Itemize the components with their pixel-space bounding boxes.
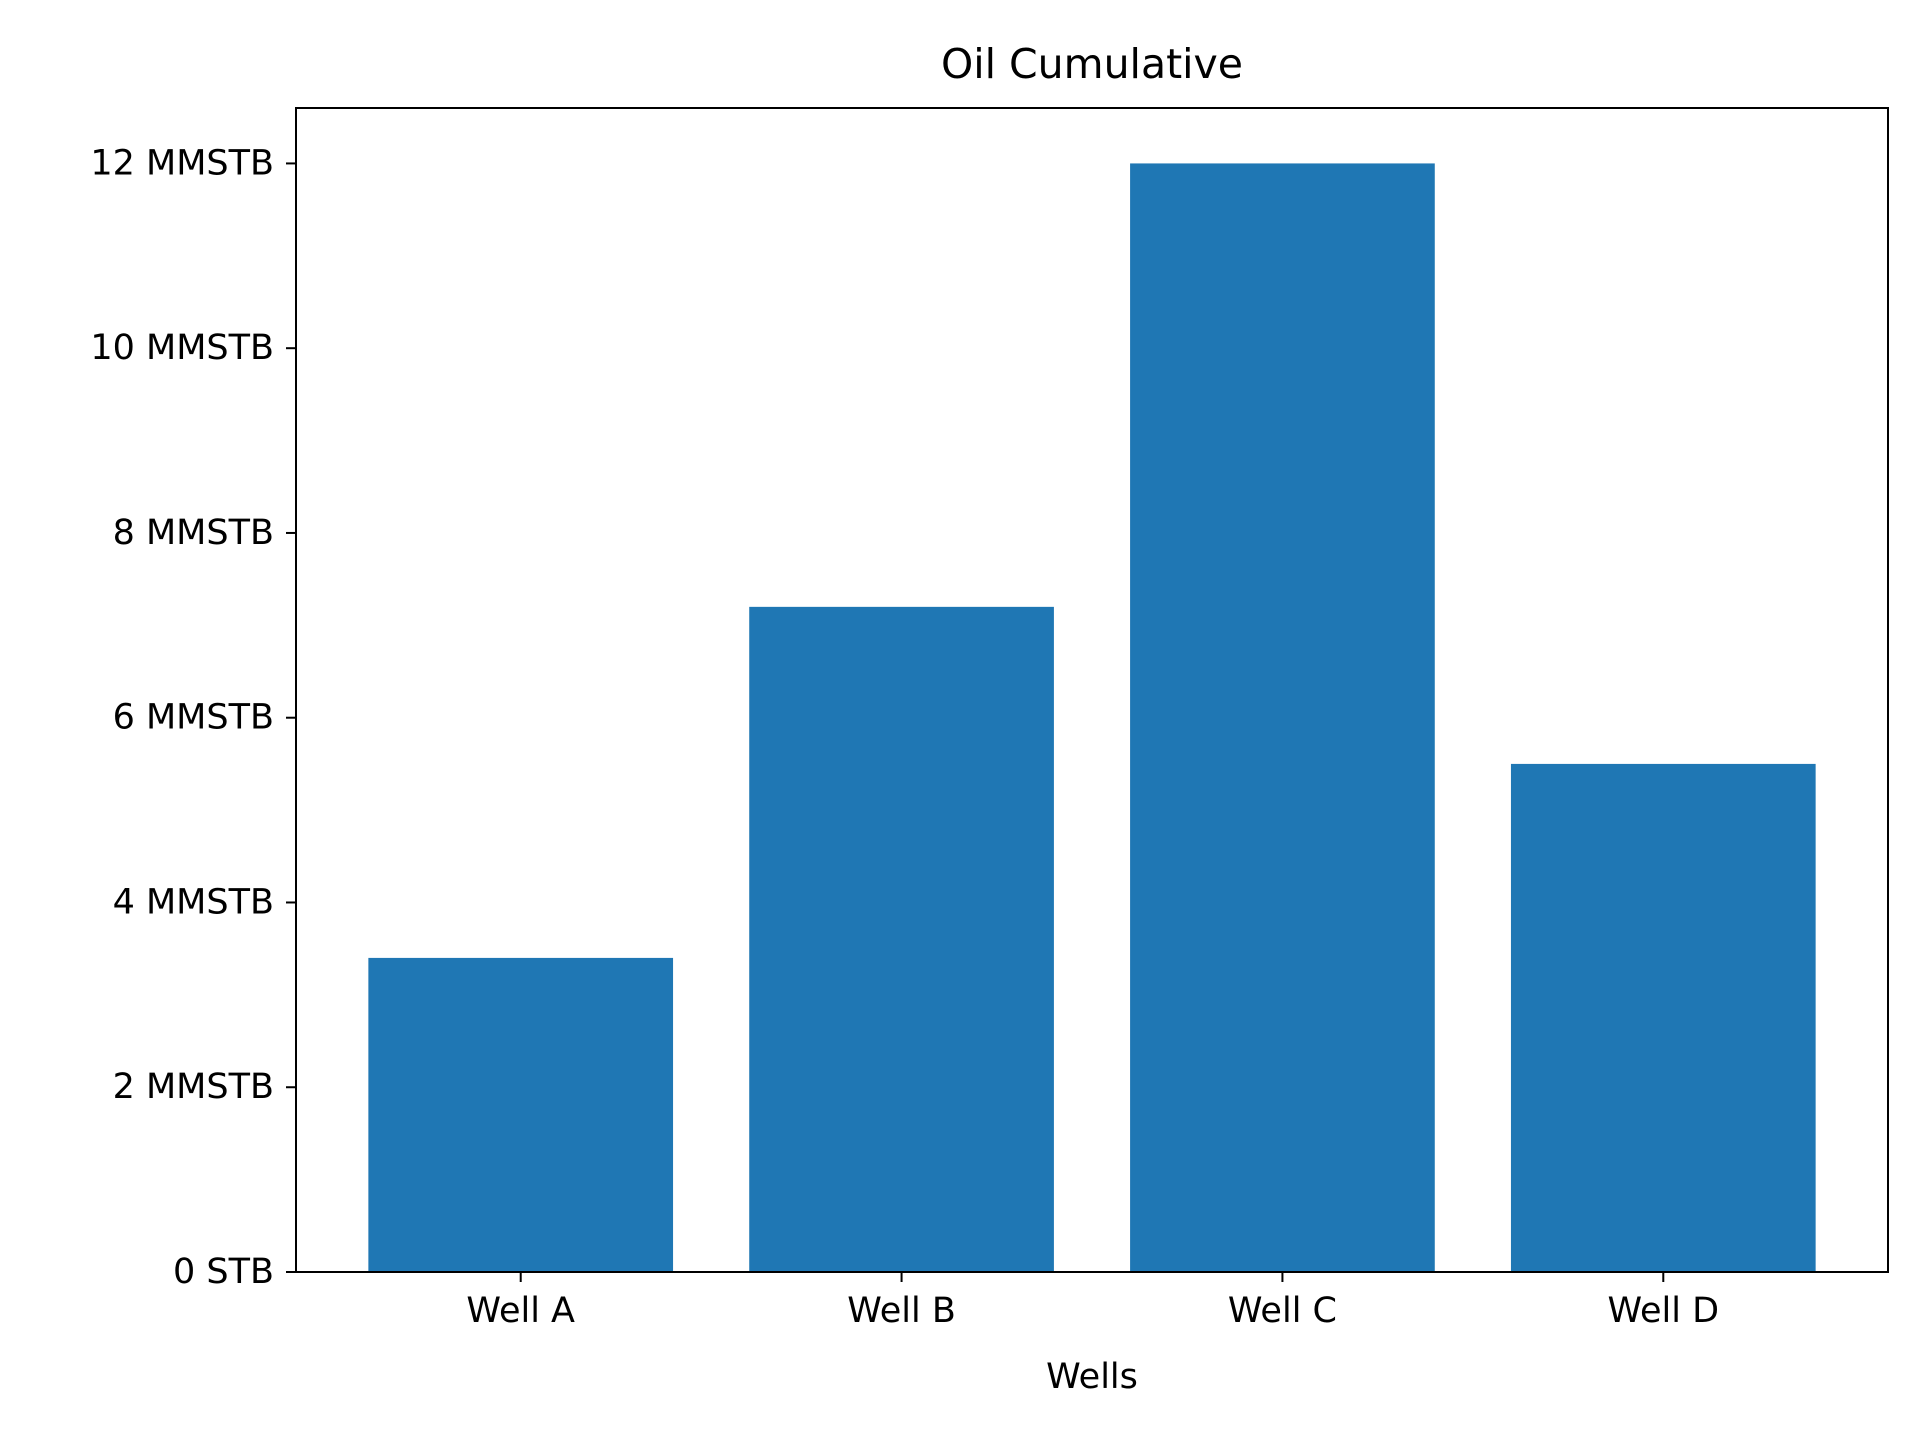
x-tick-label: Well D <box>1607 1291 1719 1331</box>
chart-title: Oil Cumulative <box>941 40 1243 88</box>
x-tick-label: Well B <box>847 1291 956 1331</box>
plot-area-frame <box>295 107 1889 1273</box>
bar-well-c <box>1130 163 1435 1272</box>
y-tick-label: 12 MMSTB <box>90 143 274 183</box>
x-tick-label: Well C <box>1228 1291 1337 1331</box>
x-axis-label: Wells <box>1046 1357 1138 1397</box>
bar-well-a <box>368 957 674 1272</box>
x-tick-label: Well A <box>466 1291 575 1331</box>
y-tick-label: 8 MMSTB <box>113 513 274 553</box>
bars-layer <box>368 163 1816 1272</box>
x-axis-ticks: Well A Well B Well C Well D <box>466 1272 1719 1331</box>
y-tick-label: 0 STB <box>173 1252 274 1292</box>
y-tick-label: 2 MMSTB <box>113 1067 274 1107</box>
y-tick-label: 10 MMSTB <box>90 328 274 368</box>
bar-well-b <box>749 606 1054 1272</box>
y-axis-ticks: 0 STB 2 MMSTB 4 MMSTB 6 MMSTB 8 MMSTB 10 MMST… <box>90 143 296 1292</box>
y-tick-label: 4 MMSTB <box>113 882 274 922</box>
y-tick-label: 6 MMSTB <box>113 698 274 738</box>
bar-well-d <box>1510 763 1816 1272</box>
